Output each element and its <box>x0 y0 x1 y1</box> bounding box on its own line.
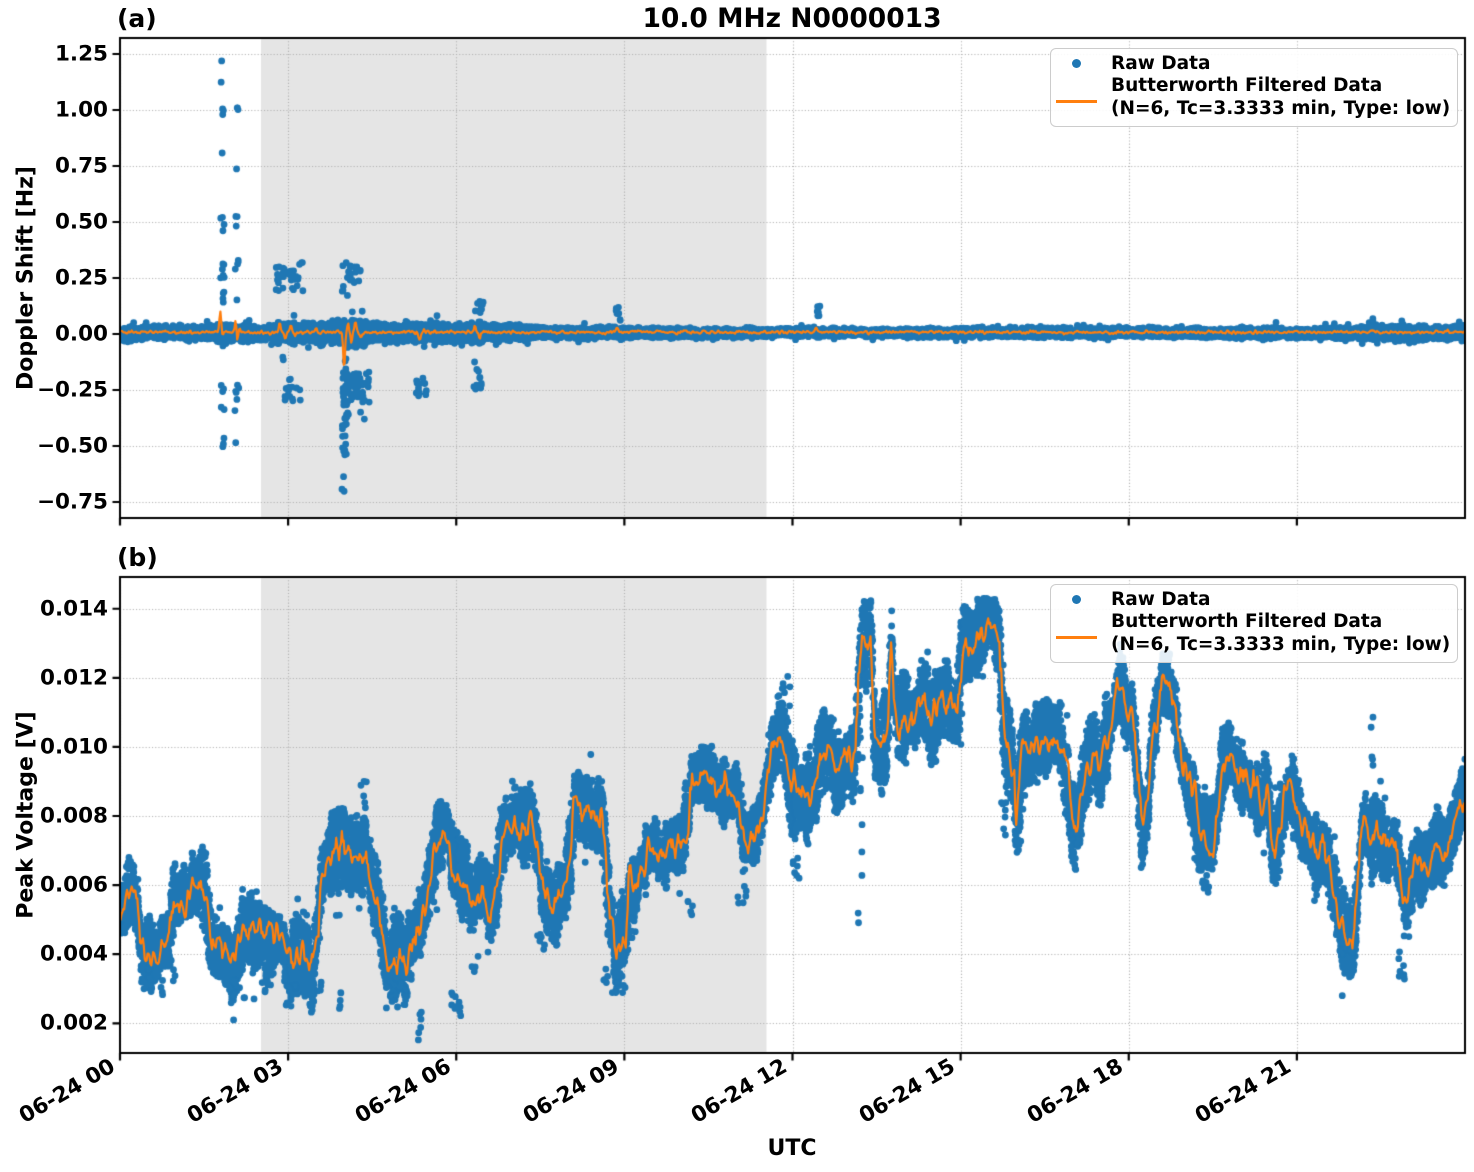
legend-filtered-marker-icon <box>1056 100 1097 103</box>
y-tick-label-a: −0.50 <box>36 433 108 459</box>
y-tick-label-b: 0.010 <box>39 734 108 760</box>
y-tick-label-a: −0.25 <box>36 377 108 403</box>
panel-b-tag: (b) <box>117 543 158 572</box>
x-axis-label: UTC <box>767 1136 817 1161</box>
legend-filtered-marker-icon <box>1056 636 1097 639</box>
y-tick-label-b: 0.006 <box>39 872 108 898</box>
y-tick-label-b: 0.014 <box>39 596 108 622</box>
legend-filtered-label: Butterworth Filtered Data (N=6, Tc=3.333… <box>1111 611 1450 656</box>
y-tick-label-b: 0.008 <box>39 803 108 829</box>
legend-filtered-label: Butterworth Filtered Data (N=6, Tc=3.333… <box>1111 75 1450 120</box>
y-tick-label-b: 0.004 <box>39 941 108 967</box>
chart-title: 10.0 MHz N0000013 <box>642 3 942 34</box>
legend-filtered-label-line2: (N=6, Tc=3.3333 min, Type: low) <box>1111 633 1451 655</box>
legend-panel-b: Raw Data Butterworth Filtered Data (N=6,… <box>1050 584 1458 663</box>
y-tick-label-a: 0.50 <box>54 209 108 235</box>
panel-a-tag: (a) <box>117 4 157 33</box>
legend-raw-marker-icon <box>1072 59 1081 68</box>
legend-raw-label: Raw Data <box>1111 53 1211 74</box>
legend-raw-marker-icon <box>1072 595 1081 604</box>
y-tick-label-a: 0.25 <box>54 265 108 291</box>
y-tick-label-a: 0.75 <box>54 153 108 179</box>
legend-panel-a: Raw Data Butterworth Filtered Data (N=6,… <box>1050 48 1458 127</box>
legend-filtered-label-line1: Butterworth Filtered Data <box>1111 75 1383 96</box>
y-tick-label-a: 1.25 <box>54 41 108 67</box>
y-tick-label-b: 0.002 <box>39 1010 108 1036</box>
legend-raw-label: Raw Data <box>1111 589 1211 610</box>
y-tick-label-b: 0.012 <box>39 665 108 691</box>
legend-filtered-label-line1: Butterworth Filtered Data <box>1111 611 1383 632</box>
y-tick-label-a: −0.75 <box>36 489 108 515</box>
y-tick-label-a: 0.00 <box>54 321 108 347</box>
y-tick-label-a: 1.00 <box>54 97 108 123</box>
legend-filtered-label-line2: (N=6, Tc=3.3333 min, Type: low) <box>1111 97 1451 119</box>
